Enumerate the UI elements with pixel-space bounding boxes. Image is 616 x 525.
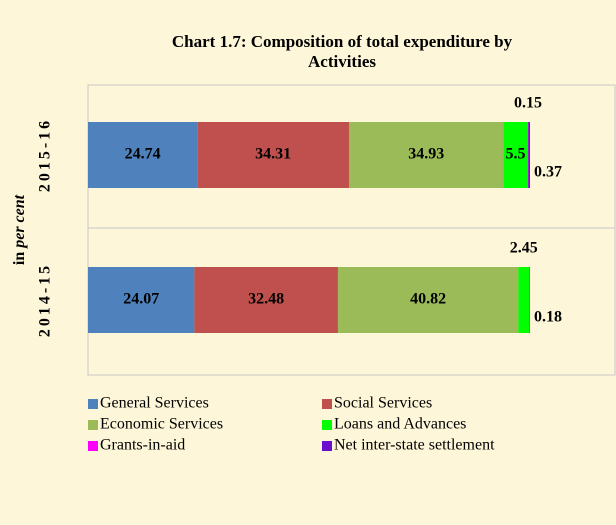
bar-segment xyxy=(349,122,504,188)
bar-segment xyxy=(503,122,528,188)
bar-segment xyxy=(197,122,350,188)
legend-swatch xyxy=(322,420,332,430)
data-label: 24.07 xyxy=(123,291,159,308)
bar-segment xyxy=(518,267,530,333)
bar-segment xyxy=(194,267,338,333)
data-label: 0.18 xyxy=(534,309,562,326)
data-label: 0.15 xyxy=(514,95,542,112)
bar-segment xyxy=(529,267,530,333)
data-label: 24.74 xyxy=(125,146,161,163)
legend-swatch xyxy=(322,441,332,451)
data-label: 5.5 xyxy=(506,146,526,163)
bar-segment xyxy=(88,122,198,188)
data-label: 0.37 xyxy=(534,164,562,181)
chart-title: Activities xyxy=(308,52,376,71)
axis-label-part: per cent xyxy=(11,194,28,249)
legend-swatch xyxy=(88,441,98,451)
legend-label: Loans and Advances xyxy=(334,416,466,433)
bar-segment xyxy=(527,122,529,188)
legend-label: General Services xyxy=(100,395,209,412)
legend-label: Net inter-state settlement xyxy=(334,437,495,454)
legend-swatch xyxy=(88,399,98,409)
category-label: 2014-15 xyxy=(37,263,54,337)
chart-title: Chart 1.7: Composition of total expendit… xyxy=(172,32,513,51)
legend-label: Economic Services xyxy=(100,416,223,433)
data-label: 40.82 xyxy=(410,291,446,308)
data-label: 32.48 xyxy=(248,291,284,308)
data-label: 34.93 xyxy=(408,146,444,163)
category-label: 2015-16 xyxy=(37,118,54,192)
axis-label-part: in xyxy=(11,248,28,265)
legend-swatch xyxy=(322,399,332,409)
legend-label: Grants-in-aid xyxy=(100,437,185,454)
bar-segment xyxy=(337,267,519,333)
legend-swatch xyxy=(88,420,98,430)
data-label: 2.45 xyxy=(510,240,538,257)
axis-label: in per cent xyxy=(11,194,28,265)
bar-segment xyxy=(88,267,195,333)
legend-label: Social Services xyxy=(334,395,432,412)
data-label: 34.31 xyxy=(255,146,291,163)
bar-segment xyxy=(528,122,530,188)
plot-area xyxy=(87,84,616,376)
